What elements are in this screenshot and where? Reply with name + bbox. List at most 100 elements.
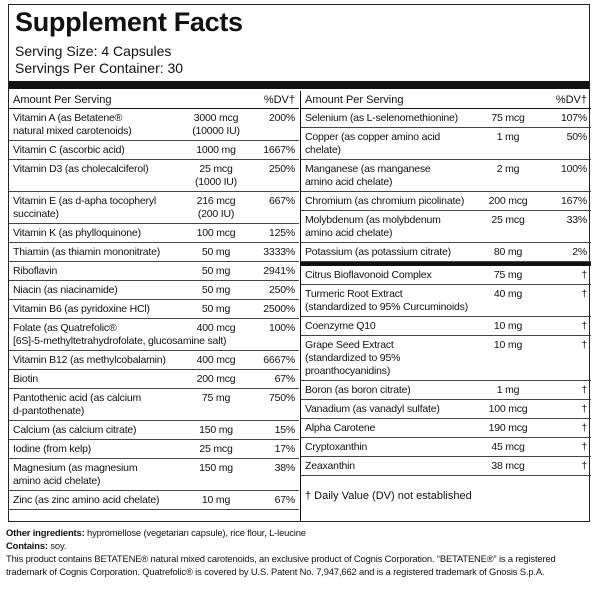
thick-divider bbox=[301, 262, 591, 266]
nutrient-row: Riboflavin 50 mg 2941% bbox=[9, 262, 299, 281]
line: Vanadium (as vanadyl sulfate) bbox=[305, 403, 440, 415]
nutrient-row: Copper (as copper amino acid chelate) 1 m… bbox=[301, 128, 591, 160]
line: 50 mg bbox=[201, 265, 231, 277]
nutrient-name: Thiamin (as thiamin mononitrate) bbox=[13, 246, 183, 259]
line: Manganese (as manganese bbox=[305, 163, 431, 175]
nutrient-row: Iodine (from kelp) 25 mcg 17% bbox=[9, 440, 299, 459]
nutrient-row: Thiamin (as thiamin mononitrate) 50 mg 333… bbox=[9, 243, 299, 262]
daily-value: 33% bbox=[566, 214, 588, 226]
amount: 75 mcg bbox=[475, 112, 541, 125]
line: 50 mg bbox=[201, 246, 231, 258]
daily-value: 67% bbox=[274, 373, 296, 385]
line: 75 mg bbox=[201, 392, 231, 404]
nutrient-row: Potassium (as potassium citrate) 80 mg 2% bbox=[301, 243, 591, 262]
daily-value: 2% bbox=[572, 246, 587, 258]
header-cell: Amount Per Serving bbox=[305, 94, 404, 106]
nutrient-row: Molybdenum (as molybdenum amino acid chel… bbox=[301, 211, 591, 243]
daily-value: † bbox=[581, 288, 587, 300]
line: 3000 mcg bbox=[193, 112, 239, 124]
nutrient-name: Vitamin C (ascorbic acid) bbox=[13, 144, 183, 157]
line: 10 mg bbox=[201, 494, 231, 506]
nutrient-row: Turmeric Root Extract (standardized to 95… bbox=[301, 285, 591, 317]
line: 190 mcg bbox=[488, 422, 528, 434]
nutrient-name: Folate (as Quatrefolic® bbox=[13, 322, 183, 335]
nutrient-name: Copper (as copper amino acid chelate) bbox=[305, 131, 475, 157]
line: Iodine (from kelp) bbox=[13, 443, 92, 455]
line: Zinc (as zinc amino acid chelate) bbox=[13, 494, 160, 506]
amount: 3000 mcg (10000 IU) bbox=[183, 112, 249, 138]
line: amino acid chelate) bbox=[305, 227, 393, 239]
line: 25 mcg bbox=[491, 214, 525, 226]
nutrient-name: Molybdenum (as molybdenum amino acid chel… bbox=[305, 214, 475, 240]
nutrient-name: Alpha Carotene bbox=[305, 422, 475, 435]
line: Molybdenum (as molybdenum bbox=[305, 214, 441, 226]
line: Pantothenic acid (as calcium bbox=[13, 392, 142, 404]
line: 1 mg bbox=[496, 131, 520, 143]
nutrient-row: Vitamin K (as phylloquinone) 100 mcg 125% bbox=[9, 224, 299, 243]
nutrient-row: Cryptoxanthin 45 mcg † bbox=[301, 438, 591, 457]
daily-value: 1667% bbox=[263, 144, 295, 156]
nutrient-row: Grape Seed Extract (standardized to 95% p… bbox=[301, 336, 591, 381]
daily-value: † bbox=[581, 403, 587, 415]
text: soy. bbox=[50, 540, 67, 551]
nutrient-name: Manganese (as manganese amino acid chelat… bbox=[305, 163, 475, 189]
daily-value: 6667% bbox=[263, 354, 295, 366]
nutrient-name: Coenzyme Q10 bbox=[305, 320, 475, 333]
amount: 10 mg bbox=[183, 494, 249, 507]
amount: 2 mg bbox=[475, 163, 541, 189]
amount: 150 mg bbox=[183, 462, 249, 488]
line: (1000 IU) bbox=[195, 176, 237, 188]
header-cell: %DV† bbox=[555, 94, 587, 106]
line: Calcium (as calcium citrate) bbox=[13, 424, 137, 436]
daily-value: 167% bbox=[560, 195, 587, 207]
nutrient-row: Alpha Carotene 190 mcg † bbox=[301, 419, 591, 438]
daily-value: 667% bbox=[268, 195, 295, 207]
amount: 75 mg bbox=[475, 269, 541, 282]
line: 1000 mg bbox=[196, 144, 236, 156]
line: natural mixed carotenoids) bbox=[13, 125, 132, 137]
nutrient-row: Zeaxanthin 38 mcg † bbox=[301, 457, 591, 476]
nutrient-name: Boron (as boron citrate) bbox=[305, 384, 475, 397]
line: Copper (as copper amino acid chelate) bbox=[305, 131, 441, 156]
daily-value: 750% bbox=[268, 392, 295, 404]
footnote: † Daily Value (DV) not established bbox=[305, 490, 472, 502]
daily-value: † bbox=[581, 441, 587, 453]
amount: 1 mg bbox=[475, 131, 541, 157]
nutrient-row: Vitamin B12 (as methylcobalamin) 400 mcg 6… bbox=[9, 351, 299, 370]
daily-value: 125% bbox=[268, 227, 295, 239]
nutrient-name: Calcium (as calcium citrate) bbox=[13, 424, 183, 437]
other-ingredients: Other ingredients: hypromellose (vegetar… bbox=[6, 526, 594, 539]
line: Alpha Carotene bbox=[305, 422, 376, 434]
amount: 400 mcg bbox=[183, 322, 249, 335]
nutrient-row: Coenzyme Q10 10 mg † bbox=[301, 317, 591, 336]
line: d-pantothenate) bbox=[13, 405, 85, 417]
amount: 45 mcg bbox=[475, 441, 541, 454]
left-column: Amount Per Serving %DV† Vitamin A (as Beta… bbox=[9, 91, 299, 510]
nutrient-name: Biotin bbox=[13, 373, 183, 386]
nutrient-name: Zinc (as zinc amino acid chelate) bbox=[13, 494, 183, 507]
line: 50 mg bbox=[201, 284, 231, 296]
line: Selenium (as L-selenomethionine) bbox=[305, 112, 458, 124]
nutrient-name: Potassium (as potassium citrate) bbox=[305, 246, 475, 259]
daily-value: 100% bbox=[268, 322, 295, 334]
nutrient-row: Biotin 200 mcg 67% bbox=[9, 370, 299, 389]
line: 100 mcg bbox=[488, 403, 528, 415]
title: Supplement Facts bbox=[15, 7, 243, 37]
nutrient-name: Chromium (as chromium picolinate) bbox=[305, 195, 475, 208]
label: Other ingredients: bbox=[6, 527, 85, 538]
line: 200 mcg bbox=[196, 373, 236, 385]
column-header: Amount Per Serving %DV† bbox=[301, 91, 591, 109]
daily-value: † bbox=[581, 422, 587, 434]
line: 400 mcg bbox=[196, 322, 236, 334]
nutrient-row: Calcium (as calcium citrate) 150 mg 15% bbox=[9, 421, 299, 440]
nutrient-name: Grape Seed Extract (standardized to 95% p… bbox=[305, 339, 475, 378]
nutrient-row: Niacin (as niacinamide) 50 mg 250% bbox=[9, 281, 299, 300]
amount: 1 mg bbox=[475, 384, 541, 397]
line: 75 mcg bbox=[491, 112, 525, 124]
amount: 400 mcg bbox=[183, 354, 249, 367]
amount: 25 mcg bbox=[183, 443, 249, 456]
line: 50 mg bbox=[201, 303, 231, 315]
line: (standardized to 95% Curcuminoids) bbox=[305, 301, 469, 313]
line: Chromium (as chromium picolinate) bbox=[305, 195, 465, 207]
